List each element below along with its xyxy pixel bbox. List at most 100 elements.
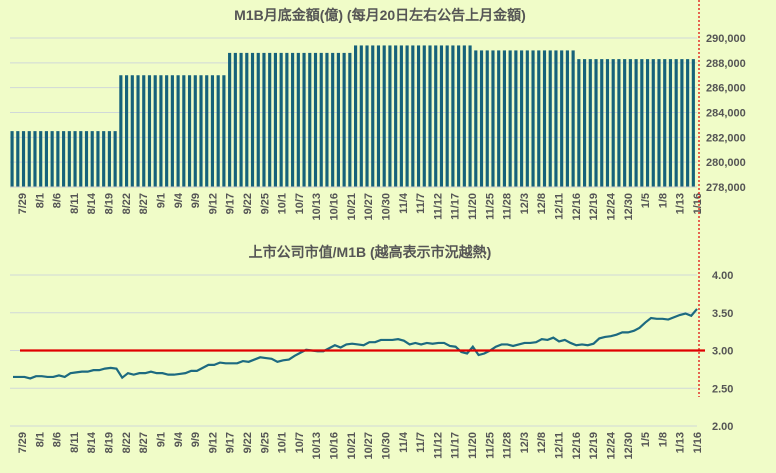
bar	[623, 59, 627, 187]
bar	[27, 131, 31, 187]
bar	[96, 131, 100, 187]
x-tick-label: 9/12	[207, 193, 219, 214]
bar-chart-title: M1B月底金額(億) (每月20日左右公告上月金額)	[234, 7, 526, 23]
x-tick-label: 1/16	[692, 432, 704, 453]
bar	[268, 52, 272, 188]
x-tick-label: 8/14	[86, 431, 98, 453]
x-tick-label: 7/29	[17, 193, 29, 214]
bar	[686, 59, 690, 187]
y-tick-label: 286,000	[706, 83, 746, 95]
x-tick-label: 8/6	[52, 193, 64, 208]
x-tick-label: 11/4	[398, 431, 410, 453]
bar	[359, 45, 363, 188]
bar	[422, 45, 426, 188]
bar	[182, 75, 186, 187]
bar	[262, 52, 266, 188]
x-tick-label: 9/22	[242, 193, 254, 214]
bar	[176, 75, 180, 187]
x-tick-label: 10/16	[329, 432, 341, 460]
bar	[165, 75, 169, 187]
x-tick-label: 12/19	[588, 193, 600, 221]
x-tick-label: 8/11	[69, 432, 81, 453]
x-tick-label: 1/5	[640, 193, 652, 208]
bar	[376, 45, 381, 188]
bar	[273, 52, 277, 188]
x-tick-label: 9/1	[155, 193, 167, 208]
bar	[663, 59, 667, 187]
bar	[520, 50, 524, 187]
bar	[462, 45, 466, 188]
x-tick-label: 8/6	[52, 432, 64, 447]
x-tick-label: 8/22	[121, 193, 133, 214]
bar	[102, 131, 106, 187]
x-tick-label: 8/27	[138, 432, 150, 453]
bar	[342, 52, 346, 188]
bar	[216, 75, 220, 187]
bar	[302, 52, 306, 188]
y-tick-label: 282,000	[706, 132, 746, 144]
bar	[525, 50, 529, 187]
line-chart-title: 上市公司市值/M1B (越高表示市況越熱)	[249, 244, 492, 260]
bar	[479, 50, 484, 187]
bar	[170, 75, 174, 187]
bar	[33, 131, 37, 187]
bar	[600, 59, 604, 187]
bar	[497, 50, 501, 187]
bar	[291, 52, 295, 188]
x-tick-label: 8/1	[34, 432, 46, 447]
bar	[67, 131, 71, 187]
bar	[645, 59, 650, 187]
bar	[142, 75, 146, 187]
bar	[565, 50, 569, 187]
x-tick-label: 10/27	[363, 193, 375, 221]
bar	[313, 52, 318, 188]
bar	[210, 75, 215, 187]
x-tick-label: 9/25	[259, 193, 271, 214]
bar	[416, 45, 421, 188]
y-tick-label: 290,000	[706, 33, 746, 45]
bar	[668, 59, 673, 187]
bar	[62, 131, 66, 187]
x-tick-label: 8/22	[121, 432, 133, 453]
bar	[222, 75, 226, 187]
x-tick-label: 11/25	[484, 432, 496, 459]
bar	[50, 131, 54, 187]
bar	[560, 50, 564, 187]
bar	[411, 45, 415, 188]
x-tick-label: 12/24	[605, 431, 617, 459]
x-tick-label: 10/1	[277, 193, 289, 214]
x-tick-label: 12/8	[536, 193, 548, 214]
bar	[44, 131, 48, 187]
bar	[113, 131, 117, 187]
x-tick-label: 11/28	[502, 432, 514, 459]
x-tick-label: 1/13	[675, 432, 687, 453]
bar	[199, 75, 203, 187]
bar	[10, 131, 14, 187]
bar	[90, 131, 94, 187]
x-tick-label: 11/4	[398, 192, 410, 214]
x-tick-label: 11/17	[450, 193, 462, 220]
bar	[485, 50, 489, 187]
bar	[308, 52, 312, 188]
x-tick-label: 11/17	[450, 432, 462, 459]
x-tick-label: 11/20	[467, 432, 479, 459]
x-tick-label: 9/25	[259, 432, 271, 453]
bar	[474, 50, 478, 187]
x-tick-label: 12/11	[554, 193, 566, 220]
x-tick-label: 12/19	[588, 432, 600, 460]
x-tick-label: 12/3	[519, 432, 531, 453]
bar	[84, 131, 89, 187]
y-tick-label: 288,000	[706, 58, 746, 70]
x-tick-label: 7/29	[17, 432, 29, 453]
bar	[233, 52, 237, 188]
bar	[554, 50, 558, 187]
x-tick-label: 8/14	[86, 192, 98, 214]
x-tick-label: 1/8	[657, 432, 669, 447]
x-tick-label: 12/30	[623, 432, 635, 460]
x-tick-label: 8/19	[104, 193, 116, 214]
bar	[130, 75, 134, 187]
y-tick-label: 278,000	[706, 182, 746, 194]
ratio-line	[13, 308, 698, 380]
bar	[296, 52, 300, 188]
bar	[125, 75, 129, 187]
